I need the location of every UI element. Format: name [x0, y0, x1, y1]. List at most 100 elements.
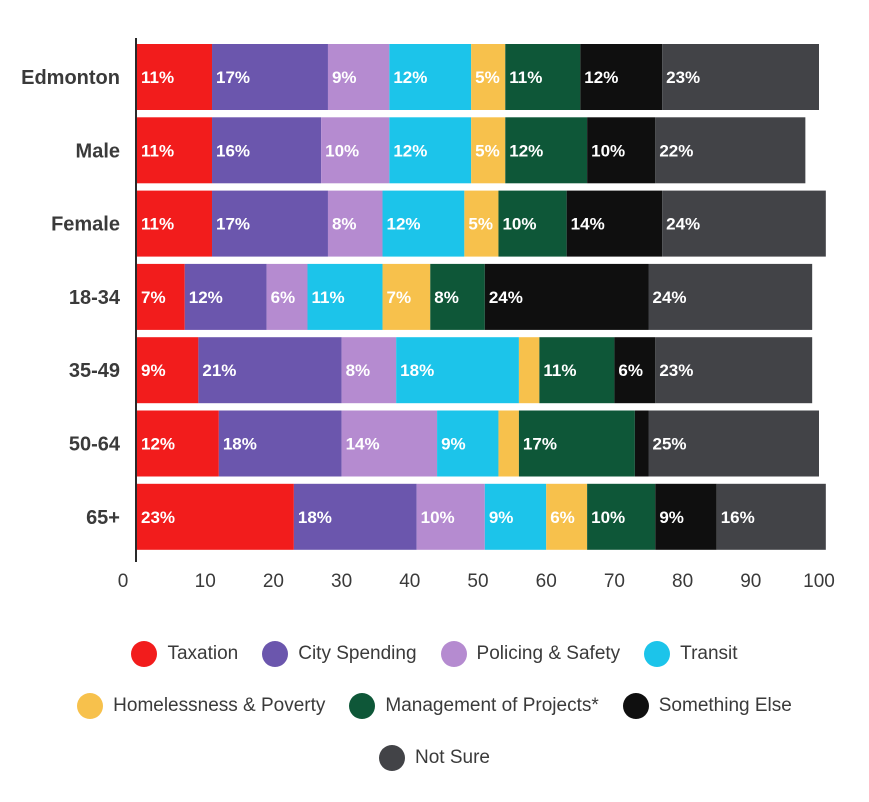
- data-label: 12%: [141, 435, 175, 454]
- bar-segment: [539, 337, 615, 404]
- legend-swatch: [379, 745, 405, 771]
- bar-segment: [341, 410, 438, 477]
- x-tick-label: 60: [536, 571, 557, 592]
- chart-legend: Taxation City Spending Policing & Safety Tr…: [0, 628, 869, 784]
- bar-segment: [327, 44, 390, 110]
- x-tick-label: 0: [118, 571, 129, 592]
- data-label: 24%: [653, 288, 687, 307]
- data-label: 11%: [543, 361, 576, 380]
- data-label: 8%: [332, 215, 357, 234]
- data-label: 12%: [393, 141, 427, 160]
- bar-segment: [137, 44, 213, 110]
- bar-segment: [137, 337, 199, 404]
- data-label: 7%: [387, 288, 412, 307]
- bar-segment: [614, 337, 656, 404]
- data-label: 23%: [659, 361, 693, 380]
- data-label: 10%: [591, 141, 625, 160]
- bar-segment: [587, 483, 656, 550]
- legend-item: Homelessness & Poverty: [77, 693, 325, 719]
- category-label: Edmonton: [21, 67, 120, 89]
- data-label: 9%: [332, 68, 357, 87]
- data-label: 6%: [550, 508, 575, 527]
- bar-segment: [437, 410, 499, 477]
- legend-swatch: [131, 641, 158, 667]
- bar-segment: [137, 117, 213, 184]
- data-label: 17%: [216, 68, 250, 87]
- x-tick-label: 10: [195, 571, 216, 592]
- bar-segment: [471, 44, 506, 110]
- bar-segment: [307, 263, 383, 330]
- bar-segment: [321, 117, 390, 184]
- bar-segment: [546, 483, 588, 550]
- bar-segment: [655, 117, 806, 184]
- category-label: 35-49: [69, 360, 120, 382]
- bar-segment: [184, 263, 267, 330]
- legend-swatch: [77, 693, 104, 719]
- data-label: 14%: [346, 435, 380, 454]
- legend-label: Homelessness & Poverty: [113, 695, 326, 716]
- legend-row: Homelessness & Poverty Management of Proj…: [0, 680, 869, 732]
- bar-segment: [341, 337, 397, 404]
- bar-segment: [634, 410, 649, 477]
- legend-swatch: [644, 641, 671, 667]
- legend-label: Management of Projects*: [385, 695, 599, 716]
- category-label: Male: [76, 140, 120, 162]
- data-label: 6%: [271, 288, 296, 307]
- legend-item: Something Else: [622, 693, 792, 719]
- bar-segment: [212, 190, 328, 257]
- data-label: 7%: [141, 288, 166, 307]
- legend-item: City Spending: [262, 641, 417, 667]
- bar-segment: [518, 337, 540, 404]
- bar-segment: [382, 190, 465, 257]
- bar-segment: [137, 190, 213, 257]
- x-tick-label: 90: [740, 571, 761, 592]
- bar-segment: [662, 44, 819, 110]
- bar-segment: [484, 263, 649, 330]
- data-label: 21%: [202, 361, 236, 380]
- legend-row: Taxation City Spending Policing & Safety Tr…: [0, 628, 869, 680]
- data-label: 12%: [387, 215, 421, 234]
- legend-swatch: [440, 641, 467, 667]
- data-label: 10%: [325, 141, 359, 160]
- data-label: 14%: [571, 215, 605, 234]
- bar-segment: [587, 117, 656, 184]
- bar-segment: [518, 410, 635, 477]
- legend-item: Transit: [644, 641, 738, 667]
- x-tick-label: 30: [331, 571, 352, 592]
- bar-segment: [137, 410, 219, 477]
- data-label: 18%: [298, 508, 332, 527]
- bar-segment: [293, 483, 417, 550]
- bar-segment: [580, 44, 663, 110]
- data-label: 16%: [721, 508, 755, 527]
- bar-segment: [505, 117, 588, 184]
- data-label: 8%: [434, 288, 459, 307]
- bar-segment: [389, 44, 472, 110]
- data-label: 8%: [346, 361, 371, 380]
- data-label: 12%: [509, 141, 543, 160]
- data-label: 18%: [400, 361, 434, 380]
- x-tick-label: 100: [803, 571, 835, 592]
- bar-segment: [416, 483, 485, 550]
- bar-segment: [266, 263, 308, 330]
- category-label: 65+: [86, 507, 120, 529]
- data-label: 6%: [618, 361, 643, 380]
- bar-segment: [471, 117, 506, 184]
- x-tick-label: 70: [604, 571, 625, 592]
- x-tick-label: 20: [263, 571, 284, 592]
- data-label: 12%: [189, 288, 223, 307]
- data-label: 11%: [312, 288, 345, 307]
- bar-segment: [655, 337, 813, 404]
- legend-label: Not Sure: [415, 747, 490, 768]
- x-tick-label: 40: [399, 571, 420, 592]
- legend-swatch: [349, 693, 376, 719]
- category-label: Female: [51, 214, 120, 236]
- data-label: 22%: [659, 141, 693, 160]
- bar-segment: [327, 190, 383, 257]
- data-label: 12%: [584, 68, 618, 87]
- bar-segment: [566, 190, 663, 257]
- bar-segment: [430, 263, 485, 330]
- data-label: 10%: [421, 508, 455, 527]
- data-label: 23%: [141, 508, 175, 527]
- data-label: 11%: [509, 68, 542, 87]
- legend-label: Taxation: [167, 643, 239, 664]
